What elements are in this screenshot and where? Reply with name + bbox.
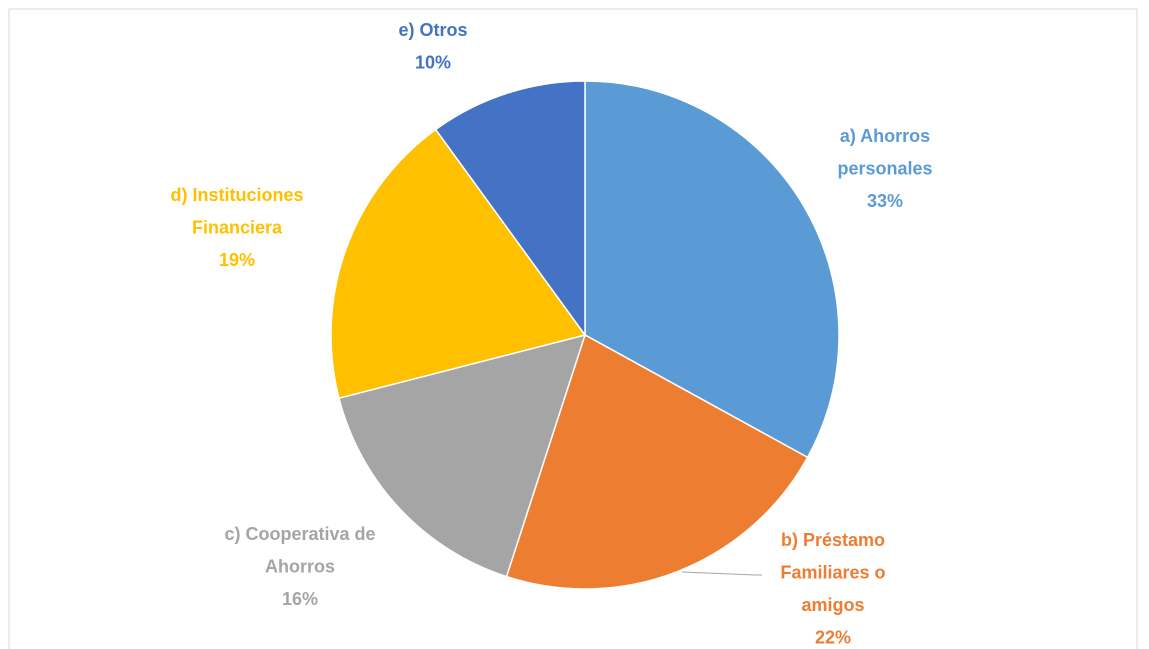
pie-slice	[330, 128, 587, 400]
slice-value-label: 16%	[282, 589, 318, 609]
pie-slice	[434, 80, 586, 338]
slice-label: c) Cooperativa de	[224, 524, 375, 544]
slice-label: d) Instituciones	[170, 185, 303, 205]
slice-label: b) Préstamo	[781, 530, 885, 550]
slice-value-label: 19%	[219, 250, 255, 270]
slice-value-label: 22%	[815, 627, 851, 647]
slice-label: Ahorros	[265, 556, 335, 576]
slice-value-label: 10%	[415, 52, 451, 72]
slice-label: Financiera	[192, 217, 283, 237]
chart-frame	[8, 8, 1138, 649]
pie-slice	[338, 333, 587, 578]
leader-line	[681, 571, 762, 576]
slice-label: Familiares o	[780, 562, 885, 582]
slice-label: amigos	[801, 595, 864, 615]
slice-label: personales	[837, 158, 932, 178]
pie-slice	[505, 333, 809, 590]
slice-label: e) Otros	[398, 20, 467, 40]
slice-label: a) Ahorros	[840, 126, 930, 146]
slice-value-label: 33%	[867, 191, 903, 211]
pie-slice	[584, 80, 840, 459]
